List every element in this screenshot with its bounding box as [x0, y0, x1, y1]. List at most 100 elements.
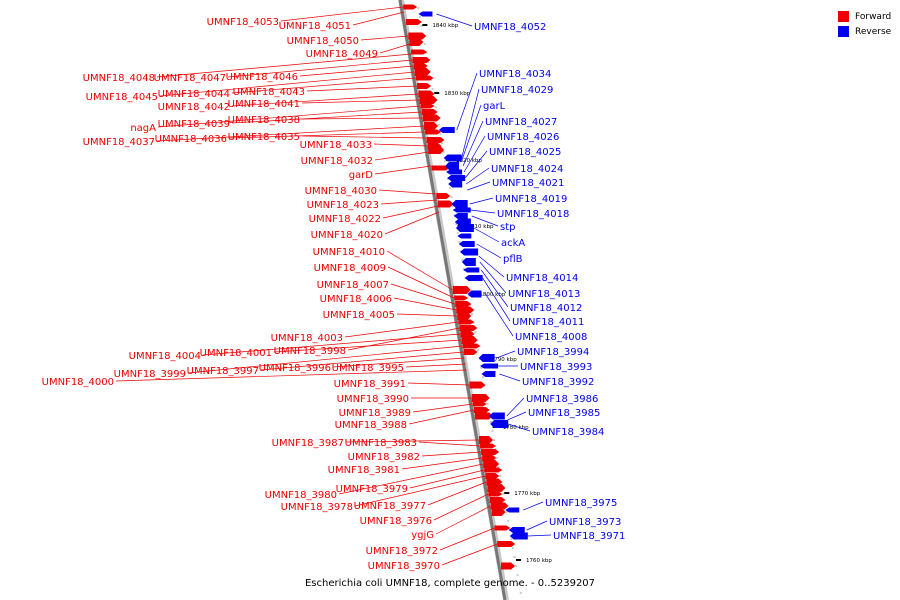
reverse-gene-glyph — [457, 233, 472, 239]
forward-leader-line — [360, 35, 409, 41]
legend-item-reverse: Reverse — [838, 24, 891, 39]
forward-leader-line — [115, 369, 467, 382]
scale-tick-label: 1810 kbp — [468, 224, 494, 230]
forward-gene-glyph — [422, 114, 441, 122]
reverse-gene-label: UMNF18_3971 — [553, 531, 625, 542]
reverse-gene-glyph — [460, 248, 479, 256]
forward-leader-line — [374, 165, 432, 175]
reverse-leader-line — [496, 350, 516, 359]
forward-gene-glyph — [460, 330, 475, 338]
forward-leader-line — [374, 151, 429, 161]
reverse-gene-label: pflB — [503, 254, 523, 265]
reverse-gene-glyph — [443, 154, 462, 162]
forward-leader-line — [401, 457, 483, 470]
reverse-gene-glyph — [478, 354, 495, 362]
legend-label-forward: Forward — [855, 11, 892, 22]
forward-leader-line — [439, 527, 495, 551]
reverse-leader-line — [471, 215, 499, 227]
label-layer: UMNF18_4053 UMNF18_4051 UMNF18_4050 UMNF18_… — [42, 6, 625, 572]
forward-gene-glyph — [418, 90, 435, 98]
reverse-gene-glyph — [455, 224, 474, 232]
forward-leader-line — [202, 333, 461, 356]
forward-gene-label: UMNF18_3978 — [281, 502, 353, 513]
forward-gene-label: UMNF18_4046 — [226, 72, 298, 83]
forward-gene-glyph — [403, 4, 418, 10]
forward-gene-glyph — [457, 312, 472, 320]
forward-gene-label: UMNF18_3995 — [332, 363, 404, 374]
forward-leader-line — [387, 266, 455, 299]
forward-gene-label: UMNF18_4039 — [158, 119, 230, 130]
forward-gene-glyph — [486, 478, 503, 486]
forward-gene-label: UMNF18_4045 — [86, 92, 158, 103]
forward-leader-line — [347, 327, 460, 351]
forward-leader-line — [386, 250, 453, 291]
reverse-leader-line — [508, 423, 531, 432]
reverse-gene-label: ackA — [501, 238, 525, 249]
forward-gene-glyph — [459, 325, 478, 331]
reverse-leader-line — [467, 181, 491, 191]
reverse-gene-label: UMNF18_4018 — [497, 209, 569, 220]
forward-leader-line — [260, 351, 464, 371]
reverse-gene-glyph — [458, 241, 475, 247]
forward-gene-label: UMNF18_4036 — [155, 134, 227, 145]
reverse-gene-label: UMNF18_4027 — [485, 117, 557, 128]
forward-leader-line — [433, 493, 489, 521]
forward-gene-glyph — [411, 49, 428, 55]
reverse-leader-line — [478, 255, 505, 278]
reverse-gene-label: UMNF18_4025 — [489, 147, 561, 158]
forward-leader-line — [231, 93, 419, 107]
forward-gene-glyph — [490, 502, 509, 510]
forward-gene-label: UMNF18_4033 — [300, 140, 372, 151]
forward-gene-label: ygjG — [411, 530, 434, 541]
forward-leader-line — [378, 189, 436, 195]
genome-caption: Escherichia coli UMNF18, complete genome… — [304, 578, 596, 589]
forward-gene-glyph — [485, 473, 500, 479]
reverse-gene-glyph — [464, 275, 483, 281]
forward-gene-glyph — [419, 96, 438, 104]
reverse-gene-glyph — [446, 169, 463, 175]
scale-tick-label: 1840 kbp — [432, 23, 458, 29]
reverse-gene-label: UMNF18_4019 — [495, 194, 567, 205]
forward-gene-label: UMNF18_4000 — [42, 377, 114, 388]
forward-leader-line — [231, 77, 416, 94]
scale-tick-label: 1790 kbp — [491, 357, 517, 363]
reverse-leader-line — [480, 269, 509, 308]
forward-leader-line — [301, 135, 427, 139]
forward-leader-line — [412, 403, 473, 413]
forward-gene-glyph — [421, 109, 438, 115]
reverse-leader-line — [436, 13, 473, 27]
forward-gene-glyph — [413, 62, 428, 70]
forward-gene-glyph — [431, 165, 450, 171]
legend: Forward Reverse — [838, 9, 891, 39]
forward-gene-glyph — [425, 129, 442, 135]
forward-gene-label: UMNF18_4023 — [307, 200, 379, 211]
forward-gene-glyph — [471, 394, 490, 402]
forward-leader-line — [373, 143, 428, 147]
scale-tick-label: 1820 kbp — [456, 158, 482, 164]
reverse-gene-glyph — [480, 363, 499, 369]
forward-gene-label: UMNF18_3977 — [354, 501, 426, 512]
forward-gene-glyph — [436, 193, 451, 199]
reverse-gene-glyph — [461, 258, 476, 266]
forward-leader-line — [301, 117, 423, 120]
reverse-leader-line — [465, 167, 490, 185]
forward-leader-line — [156, 125, 425, 142]
reverse-gene-label: UMNF18_4011 — [512, 317, 584, 328]
forward-gene-label: UMNF18_3997 — [187, 366, 259, 377]
scale-tick-label: 1830 kbp — [444, 91, 470, 97]
reverse-gene-label: UMNF18_3973 — [549, 517, 621, 528]
forward-gene-label: UMNF18_3979 — [336, 484, 408, 495]
forward-gene-label: UMNF18_4043 — [233, 87, 305, 98]
forward-gene-label: UMNF18_4022 — [309, 214, 381, 225]
reverse-gene-label: UMNF18_3994 — [517, 347, 589, 358]
reverse-gene-label: UMNF18_3986 — [526, 394, 598, 405]
forward-gene-label: UMNF18_3988 — [335, 420, 407, 431]
forward-gene-glyph — [426, 137, 445, 143]
reverse-gene-glyph — [490, 420, 509, 428]
forward-leader-line — [345, 439, 480, 443]
forward-leader-line — [301, 99, 420, 104]
forward-gene-label: UMNF18_4037 — [83, 137, 155, 148]
forward-leader-line — [396, 313, 458, 317]
reverse-gene-label: garL — [483, 101, 506, 112]
forward-leader-line — [280, 6, 404, 22]
